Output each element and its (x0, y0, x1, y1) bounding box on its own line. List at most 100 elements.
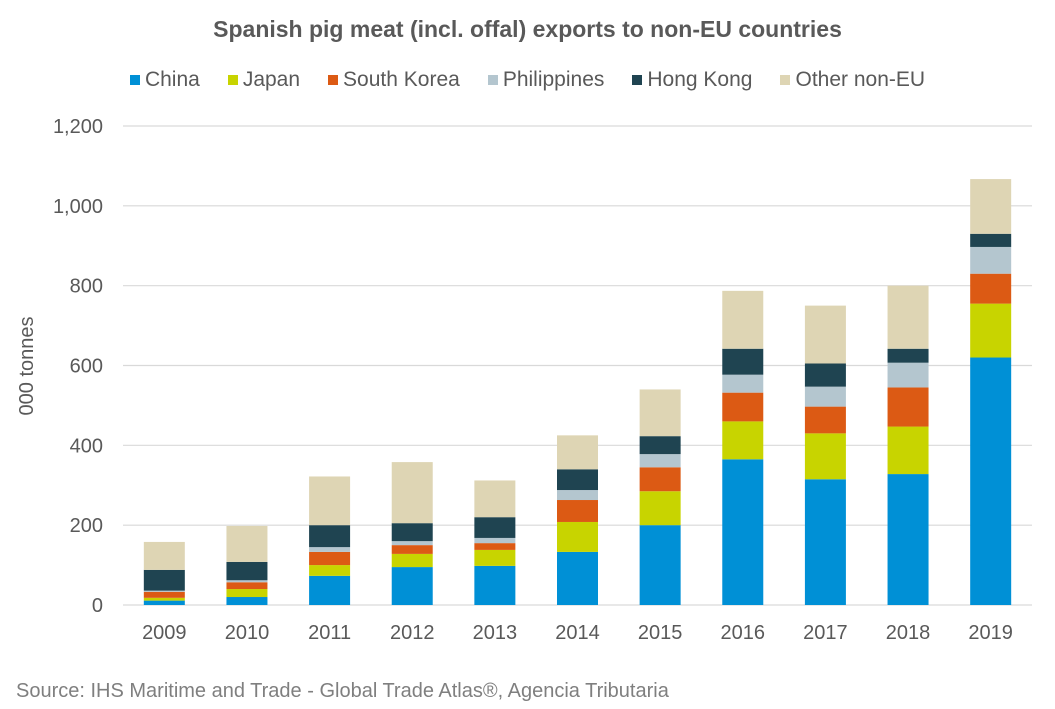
bar-segment-hong-kong-2015 (639, 436, 681, 455)
bar-segment-south-korea-2017 (804, 406, 846, 434)
bar-segment-japan-2014 (557, 521, 598, 552)
bar-segment-japan-2012 (391, 553, 433, 568)
bar-segment-other-non-eu-2013 (474, 480, 516, 518)
bar-segment-hong-kong-2011 (309, 525, 351, 548)
bar-segment-hong-kong-2016 (722, 348, 764, 375)
bar-segment-south-korea-2019 (970, 273, 1012, 304)
bar-segment-philippines-2015 (639, 454, 681, 468)
x-tick-label: 2017 (803, 622, 848, 644)
bar-segment-china-2015 (639, 525, 681, 605)
y-tick-label: 1,200 (53, 116, 103, 138)
bar-segment-japan-2015 (639, 491, 681, 526)
legend-swatch (129, 75, 140, 85)
bar-segment-china-2011 (309, 575, 351, 605)
bar-segment-south-korea-2016 (722, 392, 764, 422)
legend-swatch (328, 75, 339, 85)
legend-item-philippines: Philippines (487, 68, 604, 92)
y-tick-label: 800 (70, 276, 103, 298)
bar-segment-philippines-2011 (309, 547, 351, 552)
bar-segment-philippines-2016 (722, 374, 764, 393)
y-axis-label: 000 tonnes (16, 317, 38, 416)
y-tick-labels: 0 200 400 600 800 1,000 1,200 (53, 116, 103, 617)
bar-segment-philippines-2010 (226, 580, 268, 583)
bar-segment-philippines-2012 (391, 541, 433, 546)
legend-label: China (144, 68, 200, 91)
bar-segment-philippines-2013 (474, 537, 516, 544)
legend-label: Other non-EU (795, 68, 926, 91)
source-note: Source: IHS Maritime and Trade - Global … (16, 680, 669, 702)
x-tick-label: 2012 (390, 622, 435, 644)
y-tick-label: 600 (70, 356, 103, 378)
bar-segment-south-korea-2013 (474, 543, 516, 550)
x-tick-label: 2018 (886, 622, 931, 644)
bar-segment-hong-kong-2017 (804, 363, 846, 387)
legend-swatch (487, 75, 498, 85)
bar-segment-other-non-eu-2015 (639, 389, 681, 437)
bar-segment-south-korea-2011 (309, 551, 351, 566)
bar-segment-south-korea-2014 (557, 500, 598, 522)
bar-segment-other-non-eu-2010 (226, 525, 268, 562)
bar-segment-south-korea-2018 (887, 387, 929, 427)
bar-segment-hong-kong-2009 (143, 569, 185, 591)
bar-segment-south-korea-2015 (639, 467, 681, 492)
y-tick-label: 0 (92, 595, 103, 617)
bar-segment-japan-2018 (887, 426, 929, 475)
bar-segment-philippines-2018 (887, 362, 929, 388)
legend-item-japan: Japan (227, 68, 301, 92)
bar-segment-philippines-2017 (804, 386, 846, 407)
bar-segment-china-2014 (557, 551, 598, 605)
bar-segment-china-2019 (970, 357, 1012, 605)
bar-segment-china-2016 (722, 459, 764, 605)
bar-segment-japan-2017 (804, 433, 846, 480)
x-tick-label: 2014 (555, 622, 600, 644)
bars (143, 179, 1012, 605)
bar-segment-hong-kong-2018 (887, 348, 929, 363)
y-tick-label: 200 (70, 515, 103, 537)
bar-segment-other-non-eu-2019 (970, 179, 1012, 234)
bar-segment-hong-kong-2010 (226, 561, 268, 581)
bar-segment-philippines-2014 (557, 490, 598, 501)
bar-segment-south-korea-2009 (143, 591, 185, 598)
x-tick-label: 2015 (638, 622, 683, 644)
legend-label: Japan (242, 68, 301, 91)
bar-segment-japan-2011 (309, 565, 351, 576)
bar-segment-hong-kong-2014 (557, 469, 598, 491)
legend-item-south-korea: South Korea (328, 68, 460, 92)
bar-segment-hong-kong-2019 (970, 233, 1012, 247)
legend-swatch (632, 75, 643, 85)
legend: China Japan South Korea Philippines Hong… (0, 68, 1055, 92)
legend-label: South Korea (343, 68, 460, 91)
bar-segment-south-korea-2012 (391, 545, 433, 554)
bar-segment-japan-2013 (474, 549, 516, 566)
legend-label: Hong Kong (647, 68, 753, 91)
x-tick-label: 2013 (473, 622, 518, 644)
x-tick-label: 2010 (225, 622, 270, 644)
bar-segment-other-non-eu-2017 (804, 305, 846, 364)
x-tick-labels: 2009 2010 2011 2012 2013 2014 2015 2016 2017 2018… (142, 622, 1013, 644)
bar-segment-other-non-eu-2009 (143, 541, 185, 570)
bar-segment-japan-2019 (970, 303, 1012, 358)
bar-segment-hong-kong-2012 (391, 523, 433, 542)
bar-segment-other-non-eu-2012 (391, 462, 433, 524)
bar-segment-other-non-eu-2014 (557, 435, 598, 470)
bar-segment-china-2018 (887, 474, 929, 605)
bar-segment-other-non-eu-2011 (309, 476, 351, 526)
bar-segment-philippines-2009 (143, 590, 185, 592)
bar-segment-hong-kong-2013 (474, 517, 516, 538)
bar-segment-china-2017 (804, 479, 846, 605)
chart-title: Spanish pig meat (incl. offal) exports t… (213, 16, 842, 42)
bar-segment-china-2013 (474, 565, 516, 605)
x-tick-label: 2019 (968, 622, 1013, 644)
bar-segment-other-non-eu-2016 (722, 290, 764, 349)
y-tick-label: 400 (70, 435, 103, 457)
legend-item-china: China (129, 68, 200, 92)
bar-segment-china-2012 (391, 567, 433, 605)
y-tick-label: 1,000 (53, 196, 103, 218)
x-tick-label: 2016 (721, 622, 766, 644)
bar-segment-philippines-2019 (970, 246, 1012, 274)
bar-segment-other-non-eu-2018 (887, 285, 929, 349)
bar-segment-china-2009 (143, 600, 185, 605)
bar-segment-south-korea-2010 (226, 582, 268, 590)
bar-segment-japan-2010 (226, 589, 268, 598)
